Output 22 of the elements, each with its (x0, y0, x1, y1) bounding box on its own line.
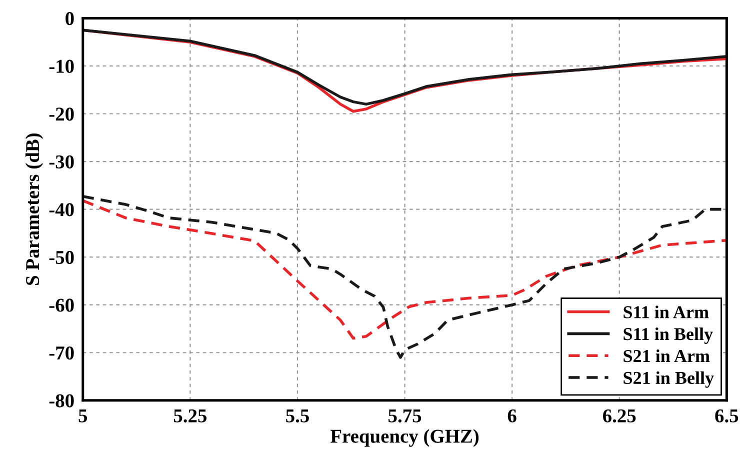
x-axis-title: Frequency (GHZ) (330, 429, 479, 447)
x-tick-label: 5 (78, 409, 88, 422)
x-tick-label: 5.25 (174, 409, 206, 422)
y-tick-label: -40 (49, 203, 74, 216)
x-tick-label: 5.5 (286, 409, 309, 422)
legend-label: S11 in Arm (624, 306, 709, 318)
legend-label: S11 in Belly (624, 327, 713, 344)
legend-label: S21 in Arm (624, 349, 710, 362)
y-tick-label: -80 (49, 394, 74, 408)
y-tick-label: -20 (49, 108, 74, 121)
y-tick-label: 0 (66, 12, 74, 26)
y-tick-label: -60 (49, 298, 74, 312)
y-tick-label: -30 (49, 155, 74, 168)
x-tick-label: 6.5 (715, 409, 738, 422)
x-tick-label: 6.25 (603, 409, 636, 422)
y-tick-label: -50 (49, 250, 74, 264)
legend-label: S21 in Belly (624, 371, 714, 388)
x-tick-label: 5.75 (388, 409, 422, 422)
y-tick-label: -70 (49, 346, 74, 360)
x-tick-label: 6 (508, 409, 516, 422)
y-tick-label: -10 (49, 60, 74, 73)
y-axis-title: S Parameters (dB) (25, 133, 44, 285)
